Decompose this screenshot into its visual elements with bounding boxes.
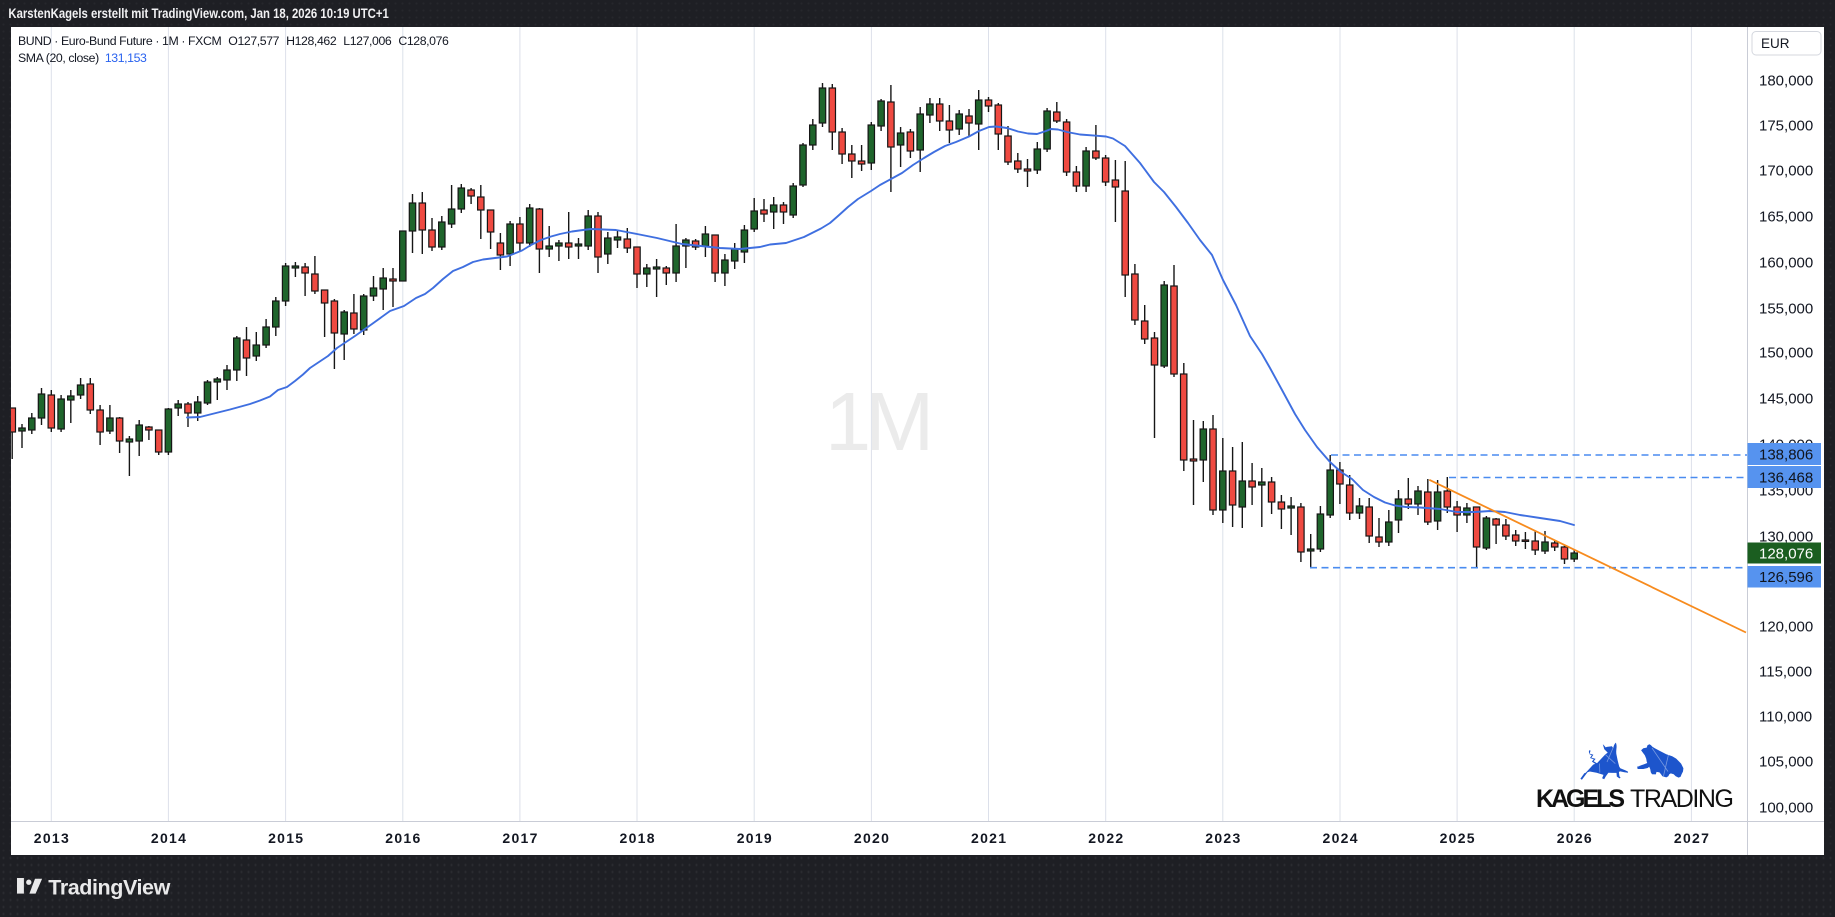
svg-text:130,000: 130,000	[1759, 529, 1813, 546]
svg-text:145,000: 145,000	[1759, 391, 1813, 408]
svg-text:138,806: 138,806	[1759, 447, 1813, 464]
svg-text:115,000: 115,000	[1759, 664, 1812, 681]
svg-text:2019: 2019	[737, 830, 772, 846]
svg-text:105,000: 105,000	[1759, 754, 1813, 771]
svg-text:100,000: 100,000	[1759, 800, 1813, 817]
svg-text:155,000: 155,000	[1759, 301, 1813, 318]
svg-text:128,076: 128,076	[1759, 546, 1813, 563]
svg-text:2025: 2025	[1440, 830, 1475, 846]
svg-text:136,468: 136,468	[1759, 470, 1813, 487]
svg-text:2014: 2014	[151, 830, 186, 846]
svg-text:1M: 1M	[825, 375, 928, 468]
svg-text:2016: 2016	[385, 830, 420, 846]
svg-text:160,000: 160,000	[1759, 255, 1813, 272]
svg-text:2013: 2013	[34, 830, 69, 846]
svg-text:2018: 2018	[620, 830, 655, 846]
svg-text:2021: 2021	[971, 830, 1006, 846]
svg-text:2023: 2023	[1205, 830, 1240, 846]
svg-text:2017: 2017	[502, 830, 537, 846]
svg-text:2015: 2015	[268, 830, 303, 846]
svg-text:110,000: 110,000	[1759, 709, 1812, 726]
svg-text:175,000: 175,000	[1759, 118, 1813, 135]
svg-text:126,596: 126,596	[1759, 569, 1813, 586]
svg-text:180,000: 180,000	[1759, 73, 1813, 90]
svg-text:EUR: EUR	[1761, 36, 1790, 51]
svg-text:165,000: 165,000	[1759, 209, 1813, 226]
svg-text:2022: 2022	[1088, 830, 1123, 846]
svg-text:TradingView: TradingView	[48, 875, 170, 899]
svg-text:2020: 2020	[854, 830, 889, 846]
svg-text:KAGELS: KAGELS	[1536, 785, 1625, 813]
svg-text:2027: 2027	[1674, 830, 1709, 846]
svg-text:120,000: 120,000	[1759, 619, 1813, 636]
svg-text:150,000: 150,000	[1759, 345, 1813, 362]
svg-text:2024: 2024	[1323, 830, 1358, 846]
svg-text:2026: 2026	[1557, 830, 1592, 846]
svg-text:170,000: 170,000	[1759, 163, 1813, 180]
svg-text:TRADING: TRADING	[1630, 785, 1734, 813]
